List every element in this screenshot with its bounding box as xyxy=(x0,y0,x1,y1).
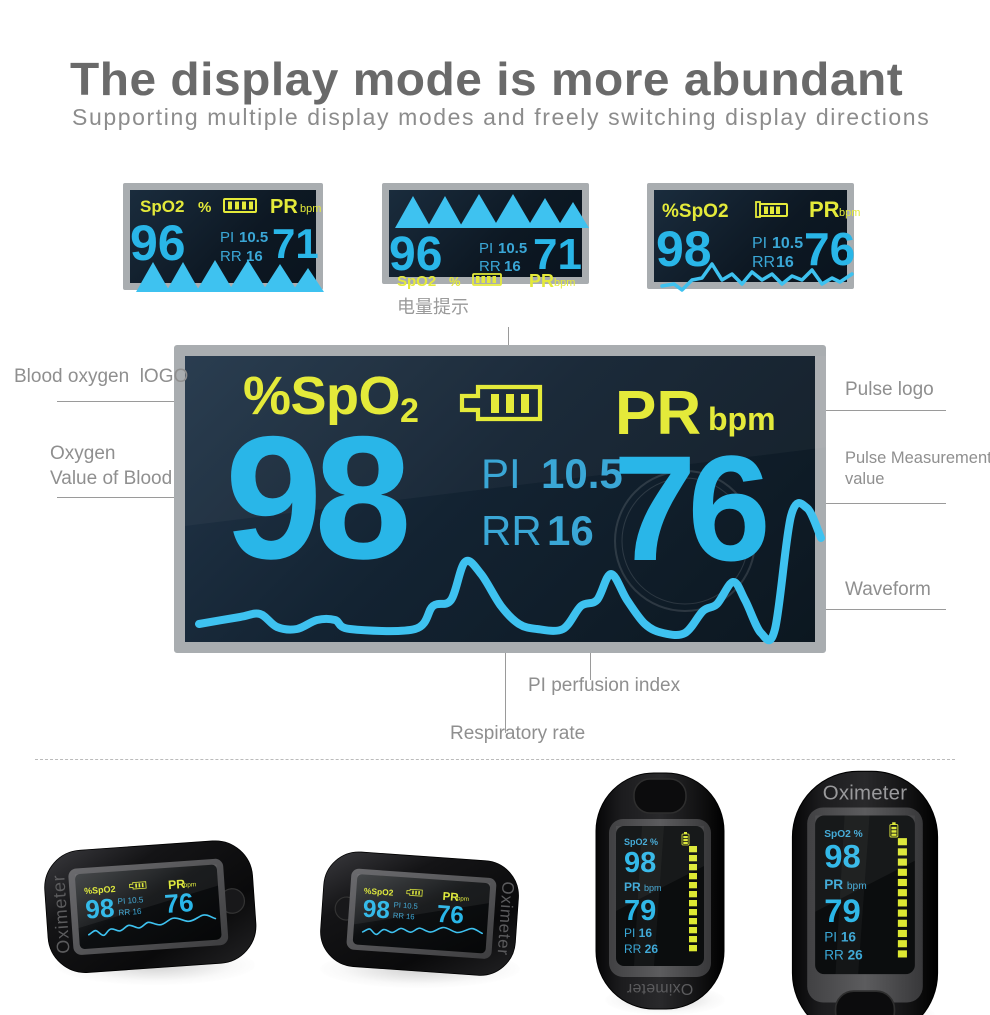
svg-text:bpm: bpm xyxy=(554,277,575,289)
svg-text:16: 16 xyxy=(504,258,521,275)
svg-text:RR: RR xyxy=(479,258,501,275)
svg-text:10.5: 10.5 xyxy=(541,450,623,497)
svg-text:Oximeter: Oximeter xyxy=(626,980,693,997)
svg-text:SpO2: SpO2 xyxy=(140,197,184,216)
svg-text:RR: RR xyxy=(752,254,775,271)
svg-text:%: % xyxy=(198,199,211,216)
svg-text:71: 71 xyxy=(272,220,319,267)
svg-text:PI: PI xyxy=(752,235,767,252)
svg-text:%: % xyxy=(449,274,461,289)
svg-text:10.5: 10.5 xyxy=(498,240,527,257)
svg-text:10.5: 10.5 xyxy=(772,235,803,252)
svg-text:bpm: bpm xyxy=(839,207,860,219)
svg-text:bpm: bpm xyxy=(300,203,321,215)
svg-text:76: 76 xyxy=(613,424,765,592)
svg-text:16: 16 xyxy=(547,507,594,554)
svg-text:16: 16 xyxy=(776,254,794,271)
svg-text:PR: PR xyxy=(809,197,840,222)
svg-text:76: 76 xyxy=(804,223,855,275)
svg-text:PR: PR xyxy=(270,196,298,218)
svg-text:PI: PI xyxy=(481,450,521,497)
svg-text:10.5: 10.5 xyxy=(239,229,268,246)
svg-text:PI: PI xyxy=(479,240,493,257)
svg-text:%SpO2: %SpO2 xyxy=(662,201,729,222)
svg-text:98: 98 xyxy=(656,221,712,277)
svg-text:SpO2: SpO2 xyxy=(397,273,436,290)
svg-text:PI: PI xyxy=(220,229,234,246)
svg-text:98: 98 xyxy=(225,401,406,596)
svg-text:RR: RR xyxy=(220,248,242,265)
svg-text:96: 96 xyxy=(130,215,186,271)
svg-text:RR: RR xyxy=(481,507,542,554)
svg-text:PR: PR xyxy=(529,271,554,291)
svg-text:Oximeter: Oximeter xyxy=(823,783,908,805)
